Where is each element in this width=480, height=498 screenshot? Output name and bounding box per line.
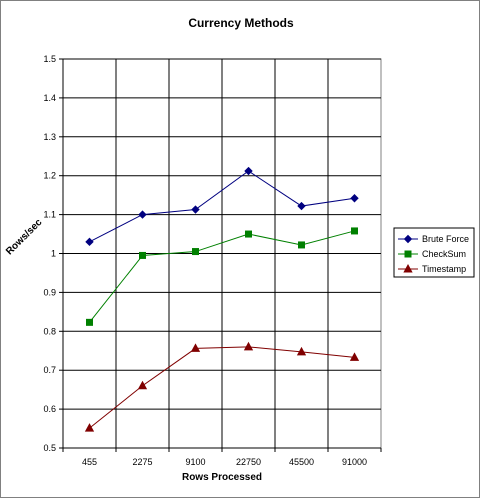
- data-point-checksum: [298, 241, 305, 249]
- y-tick-label: 0.8: [43, 326, 56, 336]
- data-point-timestamp: [243, 341, 254, 351]
- y-tick-label: 1.5: [43, 54, 56, 64]
- x-axis-label: Rows Processed: [182, 472, 262, 483]
- data-point-checksum: [245, 230, 252, 238]
- data-point-checksum: [139, 251, 146, 259]
- data-point-brute-force: [191, 205, 200, 214]
- legend-item-checksum: CheckSum: [398, 249, 466, 259]
- x-tick-label: 91000: [342, 457, 367, 467]
- series-checksum: [86, 227, 358, 326]
- series-line-brute-force: [89, 170, 355, 243]
- legend-label-timestamp: Timestamp: [422, 264, 466, 274]
- y-axis-ticks: 0.5 0.6 0.7 0.8 0.9 1 1.1 1.2 1.3 1.4 1.5: [43, 54, 63, 453]
- data-point-brute-force: [350, 194, 359, 203]
- y-tick-label: 0.9: [43, 287, 56, 297]
- y-tick-label: 0.7: [43, 365, 56, 375]
- y-tick-label: 1.3: [43, 132, 56, 142]
- data-point-timestamp: [190, 343, 201, 352]
- legend-marker-timestamp: [403, 263, 413, 273]
- series-line-checksum: [89, 230, 355, 323]
- data-point-brute-force: [297, 201, 306, 211]
- chart-title: Currency Methods: [188, 16, 294, 30]
- legend-item-timestamp: Timestamp: [398, 263, 466, 274]
- data-point-brute-force: [244, 166, 253, 176]
- legend-label-brute-force: Brute Force: [422, 234, 469, 244]
- legend-marker-brute-force: [403, 234, 413, 244]
- data-point-timestamp: [84, 423, 95, 432]
- y-tick-label: 0.5: [43, 443, 56, 453]
- data-point-brute-force: [85, 237, 94, 247]
- series-timestamp: [84, 341, 360, 432]
- series-brute-force: [85, 166, 359, 247]
- y-tick-label: 1.4: [43, 93, 56, 103]
- y-axis-label: Rows/sec: [4, 217, 45, 258]
- y-tick-label: 1.2: [43, 171, 56, 181]
- y-tick-label: 0.6: [43, 404, 56, 414]
- legend-items: Brute Force CheckSum Timestamp: [398, 234, 469, 274]
- data-point-brute-force: [138, 210, 147, 219]
- legend-label-checksum: CheckSum: [422, 249, 466, 259]
- data-point-checksum: [192, 248, 199, 256]
- x-tick-label: 9100: [185, 457, 205, 467]
- legend-item-brute-force: Brute Force: [398, 234, 469, 244]
- data-point-checksum: [351, 227, 358, 235]
- data-point-timestamp: [137, 380, 148, 390]
- data-point-timestamp: [349, 352, 360, 361]
- series-layer: [84, 166, 360, 432]
- x-axis-ticks: 455 2275 9100 22750 45500 91000: [62, 448, 382, 467]
- x-tick-label: 45500: [289, 457, 314, 467]
- y-tick-label: 1.1: [43, 210, 56, 220]
- legend: Brute Force CheckSum Timestamp: [393, 227, 475, 278]
- series-line-timestamp: [89, 346, 355, 429]
- data-point-timestamp: [296, 346, 307, 356]
- x-tick-label: 22750: [236, 457, 261, 467]
- x-tick-label: 455: [82, 457, 97, 467]
- x-tick-label: 2275: [132, 457, 152, 467]
- legend-marker-checksum: [404, 250, 412, 258]
- y-tick-label: 1: [51, 249, 56, 259]
- data-point-checksum: [86, 318, 93, 326]
